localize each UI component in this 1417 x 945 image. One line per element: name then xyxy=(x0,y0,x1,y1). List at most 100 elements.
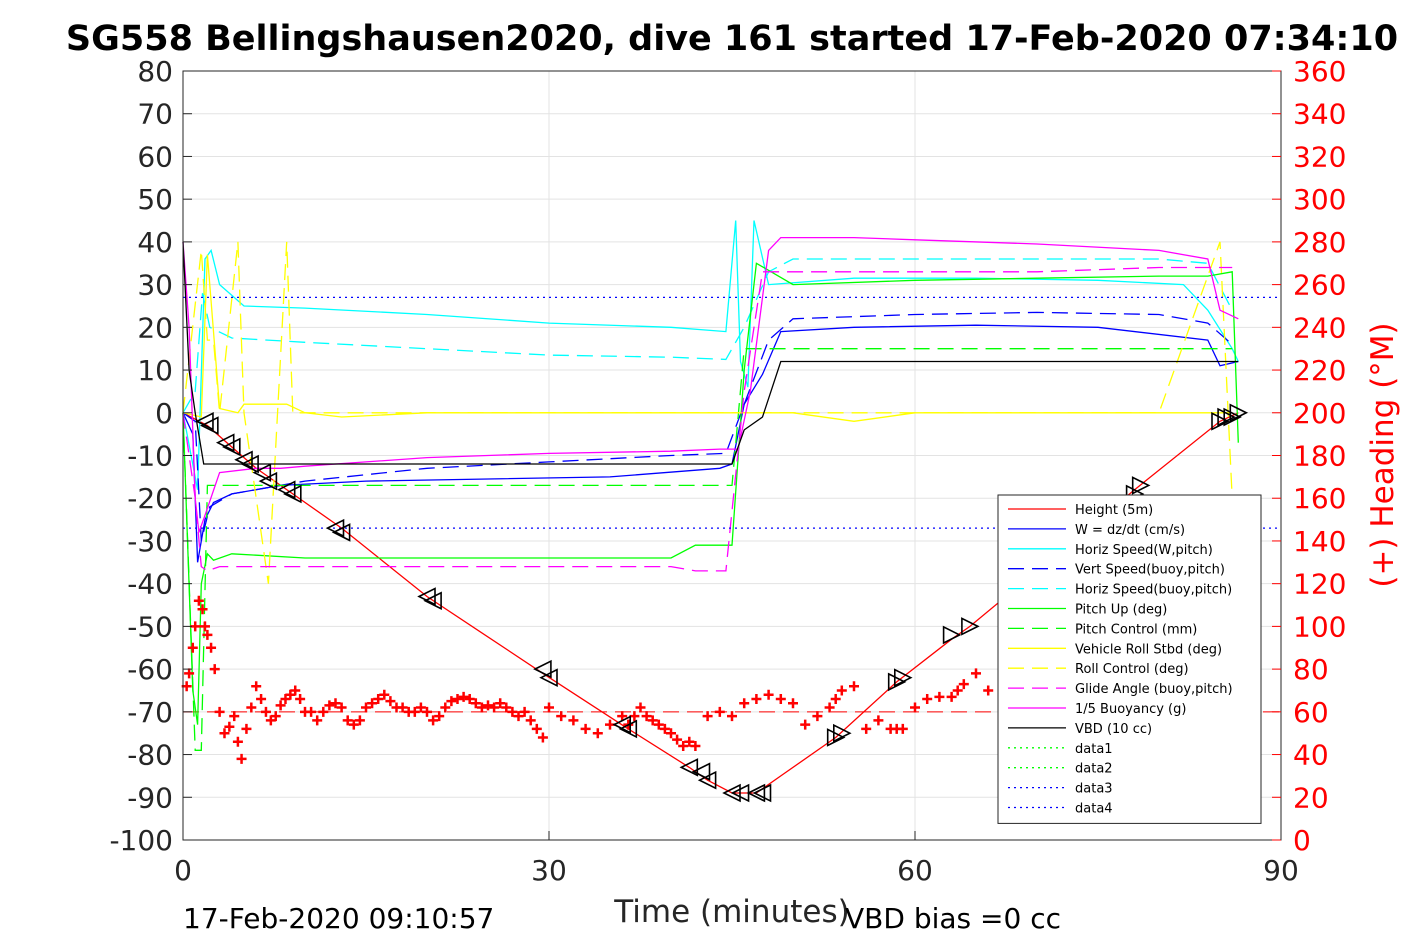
left-y-tick-label: -30 xyxy=(127,525,173,558)
heading-point xyxy=(184,668,195,679)
heading-point xyxy=(922,694,933,705)
right-y-tick-label: 360 xyxy=(1293,55,1346,88)
heading-point xyxy=(849,681,859,692)
heading-point xyxy=(361,702,371,713)
left-y-tick-label: 20 xyxy=(137,311,173,344)
heading-point xyxy=(458,691,469,702)
heading-point xyxy=(910,702,920,713)
left-y-tick-label: 80 xyxy=(137,55,173,88)
heading-point xyxy=(275,700,286,711)
series-line xyxy=(182,324,1239,563)
marker-down xyxy=(691,762,711,781)
left-y-tick-label: -70 xyxy=(127,696,173,729)
left-y-tick-label: -40 xyxy=(127,568,173,601)
heading-point xyxy=(202,629,213,640)
heading-point xyxy=(788,698,798,709)
heading-point xyxy=(873,715,884,726)
heading-point xyxy=(409,706,420,717)
heading-point xyxy=(446,696,457,707)
series-line xyxy=(182,266,1233,572)
right-y-tick-label: 100 xyxy=(1293,610,1346,643)
marker-down xyxy=(331,523,351,542)
marker-down xyxy=(252,463,272,482)
marker-down xyxy=(746,783,766,803)
right-y-tick-label: 0 xyxy=(1293,824,1311,857)
heading-point xyxy=(290,685,301,696)
right-y-tick-label: 140 xyxy=(1293,525,1346,558)
left-y-axis: 80 70 60 50 40 30 20 10 0 -10 -20 -30 -40 -50 -60 -70 -8… xyxy=(109,55,192,857)
heading-point xyxy=(379,689,390,700)
footer-vbd-bias: VBD bias =0 cc xyxy=(845,902,1061,935)
heading-point xyxy=(452,694,463,705)
x-axis-label: Time (minutes) xyxy=(613,894,849,930)
x-tick-label: 30 xyxy=(531,854,567,887)
heading-point xyxy=(775,694,786,705)
heading-point xyxy=(836,685,847,696)
marker-up xyxy=(826,728,846,747)
legend-entry: W = dz/dt (cm/s) xyxy=(1075,523,1185,538)
left-y-tick-label: -20 xyxy=(127,482,173,515)
right-y-axis: 3603403203002802602402202001801601401201… xyxy=(1272,55,1346,857)
x-tick-label: 90 xyxy=(1263,854,1299,887)
heading-point xyxy=(684,736,695,747)
heading-point xyxy=(246,702,257,713)
heading-point xyxy=(690,741,701,752)
legend: Height (5m) W = dz/dt (cm/s) Horiz Speed(W… xyxy=(997,494,1262,824)
left-y-tick-label: -100 xyxy=(109,824,173,857)
heading-point xyxy=(197,604,208,615)
right-y-tick-label: 60 xyxy=(1293,696,1329,729)
heading-point xyxy=(958,679,969,690)
heading-point xyxy=(193,595,204,606)
marker-down xyxy=(679,758,699,777)
heading-point xyxy=(241,723,252,734)
legend-entry: 1/5 Buoyancy (g) xyxy=(1075,702,1186,717)
left-y-tick-label: -10 xyxy=(127,440,173,473)
right-y-tick-label: 180 xyxy=(1293,440,1346,473)
heading-point xyxy=(897,723,908,734)
marker-down xyxy=(539,668,558,687)
heading-point xyxy=(229,711,240,722)
heading-point xyxy=(385,696,396,707)
heading-point xyxy=(324,700,335,711)
heading-point xyxy=(199,621,210,632)
heading-point xyxy=(952,685,963,696)
heading-point xyxy=(751,694,762,705)
marker-down xyxy=(200,416,219,435)
heading-point xyxy=(617,711,628,722)
marker-down xyxy=(258,471,278,491)
heading-point xyxy=(641,711,652,722)
heading-point xyxy=(224,721,235,732)
heading-point xyxy=(232,736,243,747)
right-y-tick-label: 340 xyxy=(1293,98,1346,131)
heading-point xyxy=(983,685,994,696)
legend-entry: Horiz Speed(buoy,pitch) xyxy=(1075,583,1232,598)
right-y-tick-label: 280 xyxy=(1293,226,1346,259)
heading-point xyxy=(812,711,823,722)
heading-point xyxy=(489,702,500,713)
heading-point xyxy=(531,723,542,734)
heading-point xyxy=(544,702,554,713)
heading-point xyxy=(934,691,945,702)
left-y-tick-label: -60 xyxy=(127,653,173,686)
heading-point xyxy=(714,706,725,717)
x-tick-label: 60 xyxy=(897,854,933,887)
footer-timestamp: 17-Feb-2020 09:10:57 xyxy=(183,902,494,935)
heading-point xyxy=(653,719,664,730)
heading-point xyxy=(537,732,548,743)
legend-entry: data3 xyxy=(1075,782,1113,797)
heading-point xyxy=(470,698,481,709)
legend-entry: Roll Control (deg) xyxy=(1075,662,1189,677)
heading-point xyxy=(629,711,640,722)
legend-entry: Pitch Up (deg) xyxy=(1075,603,1167,618)
legend-entry: data2 xyxy=(1075,762,1113,777)
heading-point xyxy=(702,711,713,722)
right-y-tick-label: 220 xyxy=(1293,354,1346,387)
right-y-tick-label: 240 xyxy=(1293,311,1346,344)
left-y-tick-label: 0 xyxy=(155,397,173,430)
marker-down xyxy=(283,484,302,504)
heading-point xyxy=(219,728,230,739)
heading-point xyxy=(214,706,225,717)
marker-up xyxy=(833,723,852,743)
marker-down xyxy=(533,659,552,679)
heading-point xyxy=(830,694,841,705)
